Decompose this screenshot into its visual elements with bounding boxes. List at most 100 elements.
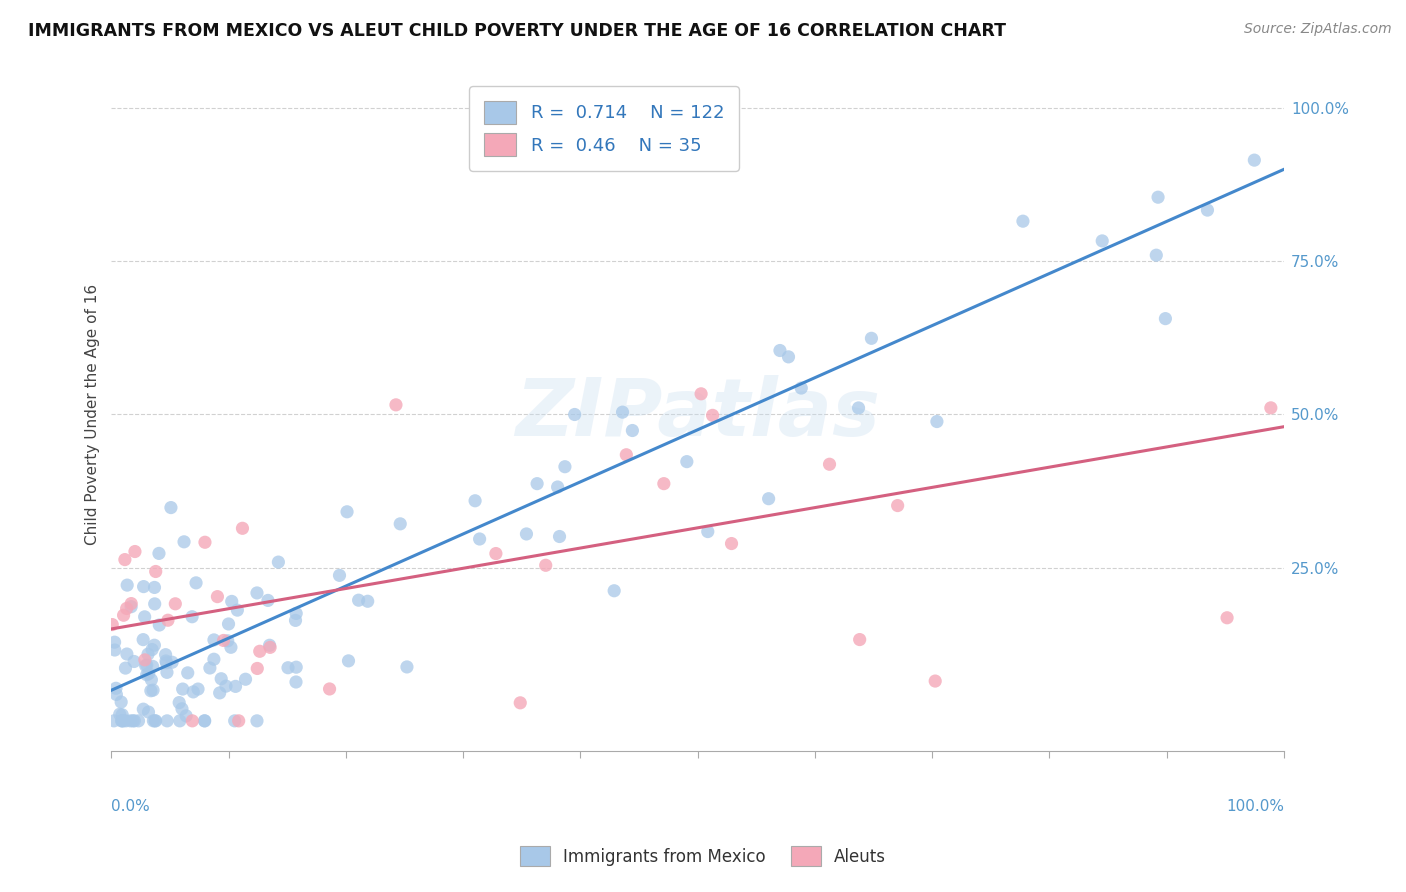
Point [194, 535, 217, 549]
Point [385, 398, 408, 412]
Point [612, 405, 634, 419]
Point [120, 599, 142, 614]
Point [120, 597, 142, 611]
Point [139, 683, 162, 698]
Point [1260, 401, 1282, 415]
Point [246, 661, 269, 675]
Point [1154, 311, 1177, 326]
Point [464, 493, 486, 508]
Point [603, 583, 626, 598]
Point [120, 714, 142, 728]
Point [215, 679, 238, 693]
Point [818, 457, 841, 471]
Point [1144, 248, 1167, 262]
Point [138, 705, 160, 719]
Point [207, 590, 229, 604]
Point [336, 505, 359, 519]
Point [554, 459, 576, 474]
Point [145, 714, 167, 728]
Text: 100.0%: 100.0% [1226, 798, 1284, 814]
Point [228, 714, 250, 728]
Point [128, 714, 150, 728]
Point [221, 594, 243, 608]
Point [1197, 203, 1219, 218]
Point [284, 614, 307, 628]
Point [1012, 214, 1035, 228]
Point [101, 617, 124, 632]
Point [468, 532, 491, 546]
Point [115, 601, 138, 615]
Point [141, 673, 163, 687]
Point [347, 593, 370, 607]
Point [156, 714, 179, 728]
Point [194, 714, 217, 728]
Point [193, 714, 215, 728]
Point [285, 607, 308, 621]
Point [143, 597, 166, 611]
Point [110, 695, 132, 709]
Point [224, 714, 246, 728]
Point [395, 660, 418, 674]
Point [114, 661, 136, 675]
Point [925, 415, 948, 429]
Point [112, 608, 135, 623]
Point [212, 633, 235, 648]
Point [225, 679, 247, 693]
Point [389, 516, 412, 531]
Point [181, 685, 204, 699]
Point [156, 665, 179, 680]
Point [515, 527, 537, 541]
Point [257, 593, 280, 607]
Point [111, 714, 134, 728]
Point [167, 696, 190, 710]
Point [108, 707, 131, 722]
Point [702, 409, 724, 423]
Point [104, 635, 127, 649]
Point [509, 696, 531, 710]
Point [860, 331, 883, 345]
Point [886, 499, 908, 513]
Point [267, 555, 290, 569]
Point [285, 660, 308, 674]
Point [564, 408, 586, 422]
Point [135, 658, 157, 673]
Point [141, 642, 163, 657]
Point [155, 656, 177, 670]
Point [124, 714, 146, 728]
Point [142, 683, 165, 698]
Point [226, 603, 249, 617]
Point [155, 648, 177, 662]
Point [696, 524, 718, 539]
Point [132, 580, 155, 594]
Point [1091, 234, 1114, 248]
Point [614, 448, 637, 462]
Point [758, 491, 780, 506]
Text: 0.0%: 0.0% [111, 798, 150, 814]
Point [285, 675, 308, 690]
Point [115, 647, 138, 661]
Point [208, 686, 231, 700]
Point [143, 581, 166, 595]
Point [548, 529, 571, 543]
Text: IMMIGRANTS FROM MEXICO VS ALEUT CHILD POVERTY UNDER THE AGE OF 16 CORRELATION CH: IMMIGRANTS FROM MEXICO VS ALEUT CHILD PO… [28, 22, 1007, 40]
Point [534, 558, 557, 573]
Point [246, 586, 269, 600]
Point [209, 672, 232, 686]
Point [1216, 611, 1239, 625]
Point [170, 702, 193, 716]
Point [547, 480, 569, 494]
Point [173, 534, 195, 549]
Point [924, 674, 946, 689]
Point [136, 647, 159, 661]
Point [526, 476, 548, 491]
Point [235, 672, 257, 686]
Point [138, 666, 160, 681]
Point [110, 714, 132, 728]
Point [111, 707, 134, 722]
Text: Source: ZipAtlas.com: Source: ZipAtlas.com [1244, 22, 1392, 37]
Point [104, 643, 127, 657]
Point [202, 632, 225, 647]
Point [156, 613, 179, 627]
Point [177, 665, 200, 680]
Point [720, 536, 742, 550]
